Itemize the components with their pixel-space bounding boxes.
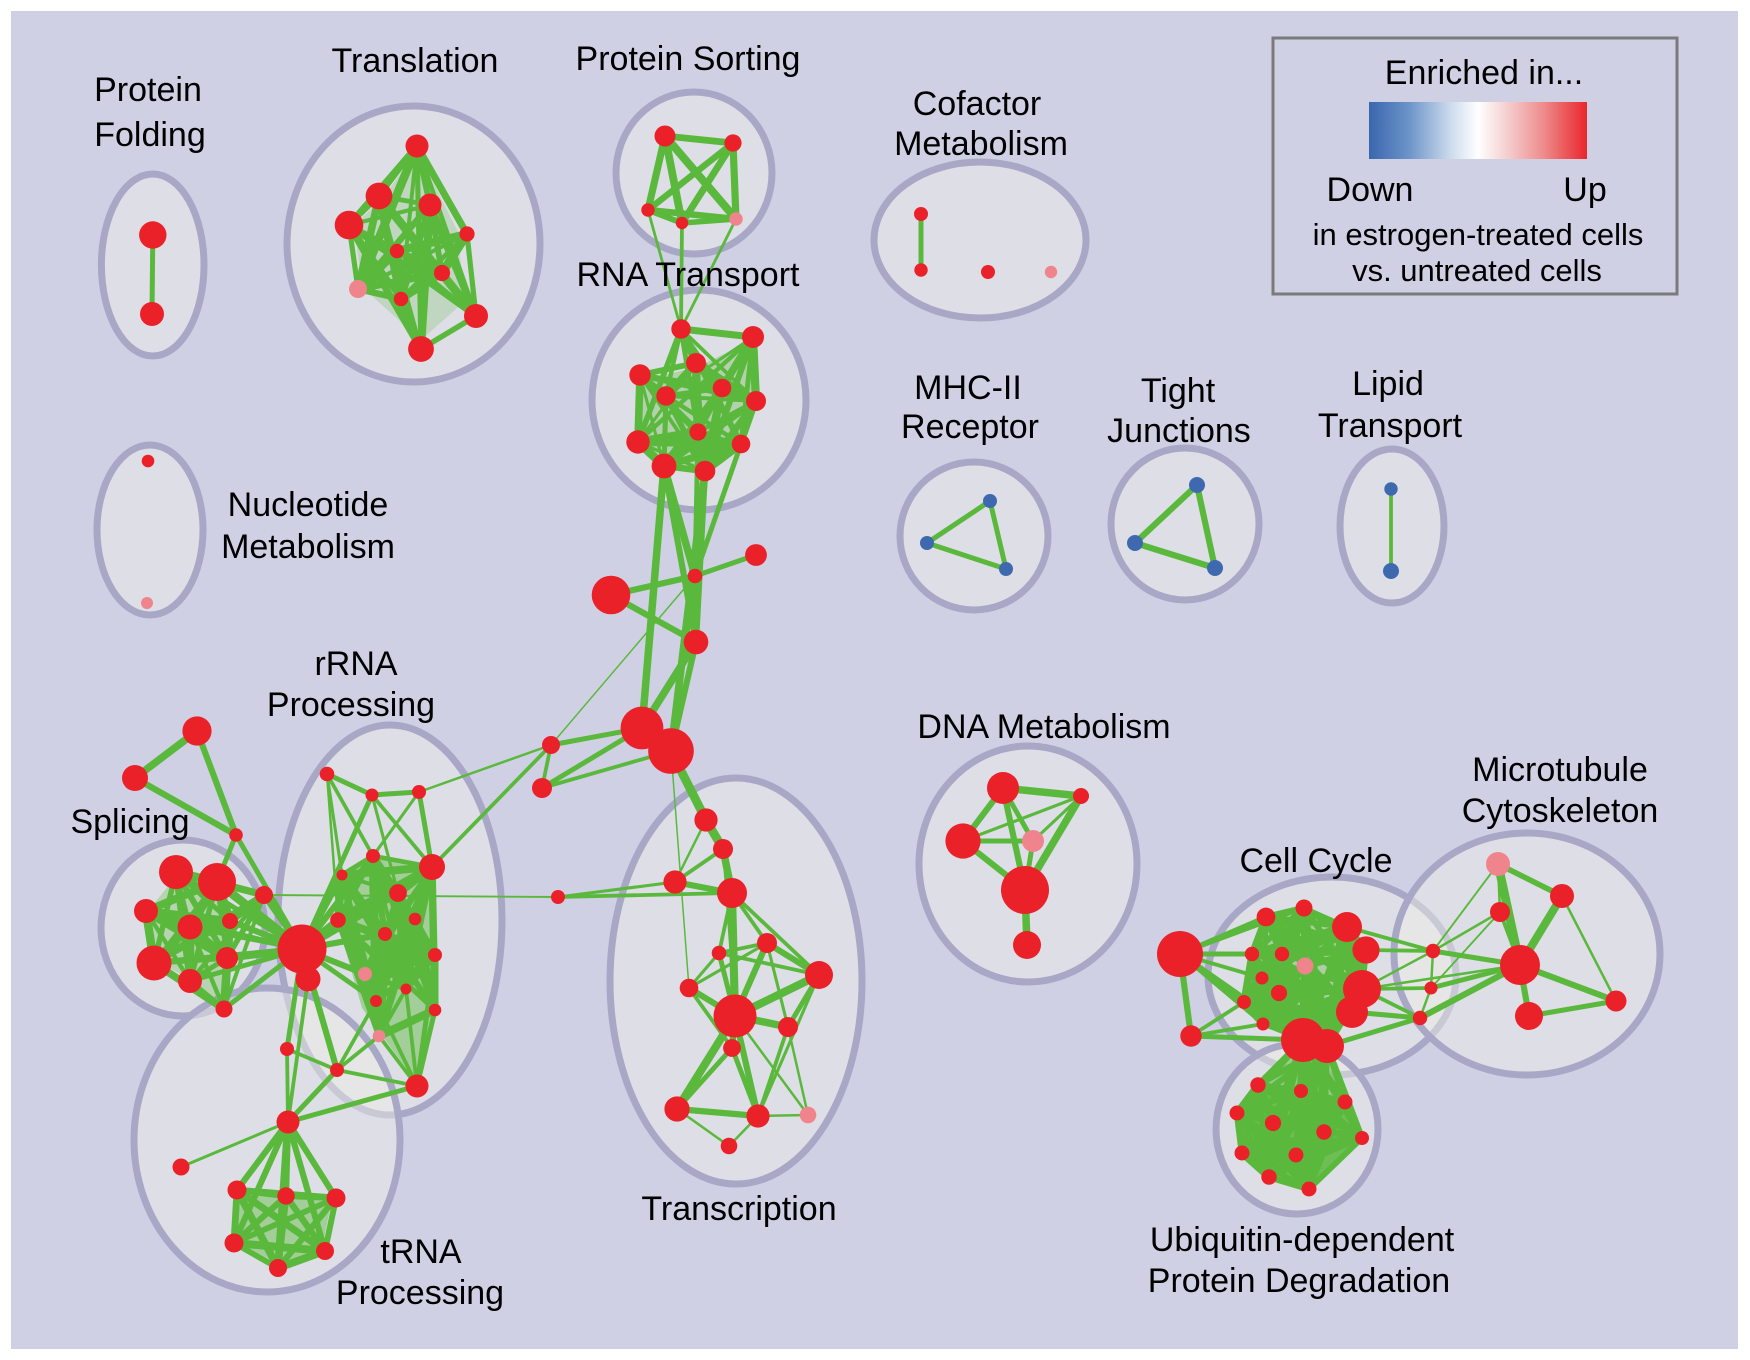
svg-text:RNA Transport: RNA Transport [577,256,801,294]
svg-text:Cytoskeleton: Cytoskeleton [1462,792,1659,830]
svg-text:Metabolism: Metabolism [894,125,1068,163]
svg-text:Folding: Folding [94,116,206,154]
svg-text:MHC-II: MHC-II [914,369,1022,407]
svg-text:Translation: Translation [332,42,499,80]
svg-text:Ubiquitin-dependent: Ubiquitin-dependent [1150,1221,1455,1259]
svg-text:Processing: Processing [267,686,435,724]
svg-text:DNA Metabolism: DNA Metabolism [917,708,1170,746]
svg-text:Protein: Protein [94,71,202,109]
svg-text:Enriched in...: Enriched in... [1385,54,1583,92]
svg-text:in estrogen-treated cells: in estrogen-treated cells [1313,217,1644,252]
svg-text:Down: Down [1327,171,1414,209]
svg-text:tRNA: tRNA [380,1233,462,1271]
svg-text:Protein Degradation: Protein Degradation [1148,1262,1450,1300]
svg-text:rRNA: rRNA [314,645,397,683]
svg-text:Junctions: Junctions [1107,412,1251,450]
svg-text:Processing: Processing [336,1274,504,1312]
svg-text:Cell Cycle: Cell Cycle [1239,842,1392,880]
svg-text:Nucleotide: Nucleotide [228,486,389,524]
svg-text:Transport: Transport [1318,407,1463,445]
svg-text:Transcription: Transcription [641,1190,836,1228]
svg-text:Splicing: Splicing [70,803,189,841]
svg-text:Receptor: Receptor [901,408,1039,446]
svg-text:Metabolism: Metabolism [221,528,395,566]
svg-text:Protein Sorting: Protein Sorting [576,40,801,78]
svg-text:Up: Up [1563,171,1606,209]
svg-text:Microtubule: Microtubule [1472,751,1648,789]
svg-text:Lipid: Lipid [1352,365,1424,403]
svg-text:Tight: Tight [1141,372,1216,410]
svg-text:vs. untreated cells: vs. untreated cells [1352,253,1602,288]
svg-text:Cofactor: Cofactor [913,85,1042,123]
